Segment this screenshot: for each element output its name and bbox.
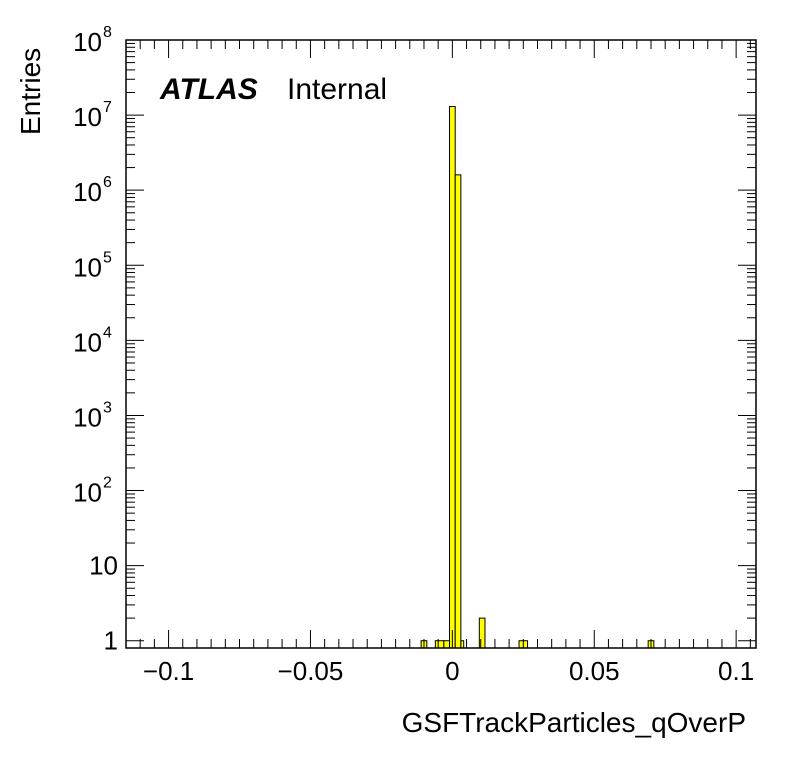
histogram-bar-1 bbox=[434, 640, 445, 649]
y-tick-exponent: 2 bbox=[103, 475, 112, 492]
y-tick-label: 1 bbox=[104, 626, 118, 656]
x-tick-label: 0 bbox=[445, 656, 459, 686]
y-tick-label: 10 bbox=[73, 327, 102, 357]
histogram-bar-6 bbox=[478, 617, 486, 649]
y-tick-exponent: 4 bbox=[103, 324, 112, 341]
atlas-label: ATLAS bbox=[159, 73, 258, 106]
y-axis-title: Entries bbox=[15, 48, 46, 135]
y-tick-label: 10 bbox=[73, 27, 102, 57]
x-tick-label: −0.05 bbox=[278, 656, 344, 686]
x-tick-label: 0.05 bbox=[569, 656, 620, 686]
x-tick-label: −0.1 bbox=[143, 656, 194, 686]
internal-label: Internal bbox=[287, 73, 387, 106]
y-tick-label: 10 bbox=[73, 252, 102, 282]
x-tick-labels: −0.1 −0.05 0 0.05 0.1 bbox=[143, 656, 754, 686]
plot-frame bbox=[125, 39, 757, 649]
y-tick-exponent: 7 bbox=[103, 99, 112, 116]
y-tick-exponent: 5 bbox=[103, 249, 112, 266]
histogram-bar-2 bbox=[443, 640, 451, 649]
y-tick-label: 10 bbox=[73, 102, 102, 132]
y-tick-exponent: 8 bbox=[103, 24, 112, 41]
histogram-bar-3 bbox=[449, 106, 456, 649]
histogram-bar-4 bbox=[454, 174, 462, 649]
histogram-bar-5 bbox=[460, 640, 465, 649]
y-tick-exponent: 3 bbox=[103, 399, 112, 416]
x-tick-label: 0.1 bbox=[718, 656, 754, 686]
y-tick-label: 10 bbox=[73, 478, 102, 508]
x-axis-title: GSFTrackParticles_qOverP bbox=[402, 707, 746, 738]
y-tick-exponent: 6 bbox=[103, 174, 112, 191]
y-tick-label: 10 bbox=[89, 551, 118, 581]
y-tick-label: 10 bbox=[73, 177, 102, 207]
y-tick-label: 10 bbox=[73, 402, 102, 432]
